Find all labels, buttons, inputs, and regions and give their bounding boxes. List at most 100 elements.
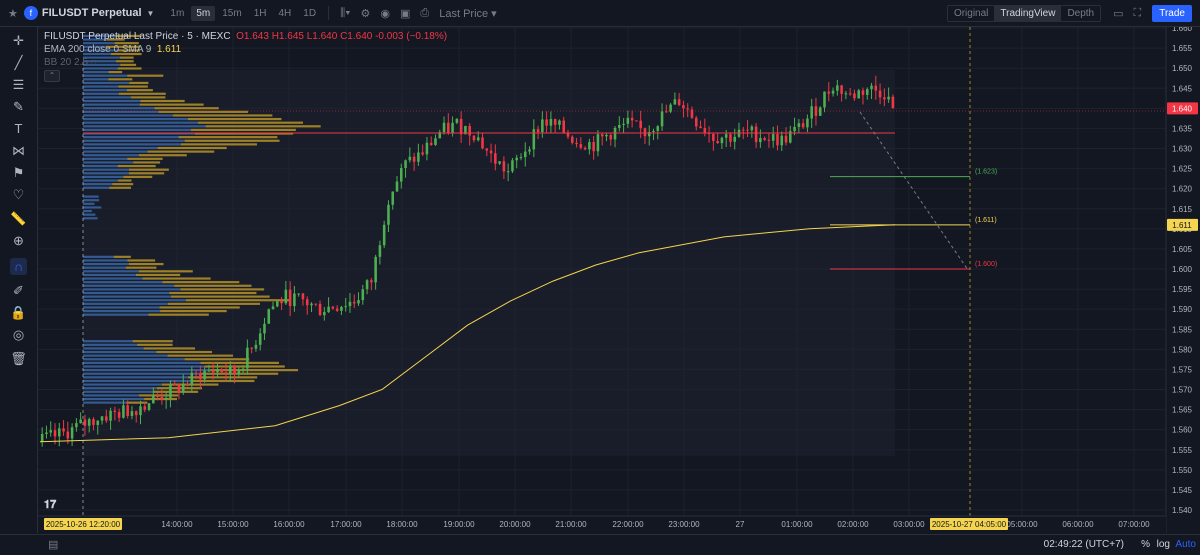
candle-body <box>186 384 189 386</box>
price-tick-label: 1.595 <box>1172 285 1193 294</box>
zoom-icon[interactable]: ⊕ <box>13 233 24 248</box>
tf-5m[interactable]: 5m <box>191 5 216 21</box>
collapse-legend-button[interactable]: ⌃ <box>44 70 60 82</box>
heart-icon[interactable]: ♡ <box>12 187 25 202</box>
ruler-icon[interactable]: 📏 <box>10 211 27 226</box>
horizontal-lines-icon[interactable]: ☰ <box>12 77 25 92</box>
candle-body <box>652 130 655 132</box>
candle-body <box>233 365 236 375</box>
legend-ema-label[interactable]: EMA 200 close 0 SMA 9 <box>44 44 152 55</box>
vp-bar-up <box>83 354 168 357</box>
vp-bar-down <box>127 259 156 262</box>
candle-body <box>382 224 386 246</box>
candle-body <box>408 156 412 161</box>
candle-body <box>100 416 104 421</box>
candle-body <box>733 136 737 142</box>
clock-readout[interactable]: 02:49:22 (UTC+7) <box>1043 539 1124 550</box>
snapshot-icon[interactable]: ⎙ <box>420 6 430 19</box>
fullscreen-icon[interactable]: ⛶ <box>1133 6 1142 19</box>
candle-body <box>570 136 574 143</box>
vp-bar-down <box>187 117 282 121</box>
auto-scale-toggle[interactable]: Auto <box>1175 539 1196 550</box>
price-tick-label: 1.545 <box>1172 486 1193 495</box>
text-tool-icon[interactable]: T <box>14 121 23 136</box>
candle-body <box>613 127 617 140</box>
vp-bar-up <box>83 117 188 121</box>
brush-icon[interactable]: ✎ <box>13 99 24 114</box>
candle-body <box>130 411 134 416</box>
vp-bar-up <box>83 99 141 103</box>
vp-bar-up <box>83 92 119 95</box>
vp-bar-down <box>204 365 285 368</box>
percent-toggle[interactable]: % <box>1141 539 1150 550</box>
crosshair-icon[interactable]: ✛ <box>13 33 24 48</box>
candle-body <box>216 368 219 373</box>
time-tick-label: 27 <box>736 520 745 529</box>
trash-icon[interactable]: 🗑 <box>10 351 27 366</box>
candle-body <box>553 119 557 125</box>
vp-bar-down <box>210 369 299 372</box>
trendline-icon[interactable]: ╱ <box>14 55 23 70</box>
candle-body <box>288 289 292 307</box>
candle-body <box>848 93 852 95</box>
vp-bar-up <box>83 281 163 284</box>
candle-body <box>741 129 745 131</box>
tf-1m[interactable]: 1m <box>170 7 185 19</box>
indicators-icon[interactable]: ⚙ <box>360 7 371 20</box>
magnet-icon[interactable]: ∩ <box>0 258 37 275</box>
layout-icon[interactable]: ▣ <box>400 7 411 20</box>
window-icon[interactable]: ▭ <box>1113 7 1124 20</box>
target-path <box>859 111 969 271</box>
hidden-eye-icon[interactable]: ◌ <box>90 57 97 68</box>
view-original[interactable]: Original <box>953 7 989 19</box>
trade-button[interactable]: Trade <box>1152 4 1192 22</box>
symbol-name[interactable]: FILUSDT Perpetual <box>41 7 142 19</box>
tf-15m[interactable]: 15m <box>222 7 242 19</box>
candle-type-icon[interactable]: ⫼▾ <box>340 6 351 19</box>
tf-4h[interactable]: 4H <box>278 7 292 19</box>
price-source-select[interactable]: Last Price ▾ <box>439 7 497 20</box>
legend-bb-label[interactable]: BB 20 2.5 <box>44 57 88 68</box>
pattern-icon[interactable]: ⋈ <box>12 143 25 158</box>
candle-body <box>489 150 493 154</box>
candle-body <box>712 133 715 142</box>
vp-bar-down <box>123 175 153 179</box>
view-tradingview[interactable]: TradingView <box>994 5 1062 21</box>
candle-body <box>558 120 561 125</box>
candle-body <box>583 147 587 150</box>
candle-body <box>494 153 497 164</box>
log-toggle[interactable]: log <box>1156 539 1170 550</box>
candle-body <box>323 312 326 316</box>
candle-body <box>399 168 403 182</box>
lock-drawings-icon[interactable]: ✐ <box>13 283 24 298</box>
vp-bar-up <box>83 379 192 383</box>
favorite-star-icon[interactable]: ★ <box>8 7 18 20</box>
vp-bar-up <box>83 85 119 88</box>
price-tick-label: 1.655 <box>1172 44 1193 53</box>
candle-body <box>656 126 660 131</box>
price-tick-label: 1.615 <box>1172 205 1193 214</box>
candle-body <box>335 308 339 311</box>
vp-bar-down <box>139 103 204 106</box>
price-tick-label: 1.600 <box>1172 265 1193 274</box>
candle-body <box>541 119 544 133</box>
view-depth[interactable]: Depth <box>1067 7 1095 19</box>
vp-bar-up <box>83 394 140 397</box>
camera-icon[interactable]: ◉ <box>380 7 390 20</box>
time-axis: 14:00:00 15:00:00 16:00:00 17:00:00 18:00:00… <box>38 499 1166 533</box>
tf-1h[interactable]: 1H <box>253 7 267 19</box>
vp-bar-down <box>115 34 142 38</box>
tf-1d[interactable]: 1D <box>303 7 317 19</box>
date-range-icon[interactable]: ▤ <box>48 539 59 551</box>
time-tick-label: 01:00:00 <box>781 520 813 529</box>
forecast-icon[interactable]: ⚑ <box>12 165 25 180</box>
cursor-time-right: 2025-10-27 04:05:00 <box>932 520 1007 529</box>
symbol-dropdown-icon[interactable]: ▼ <box>146 8 155 18</box>
vp-bar-down <box>170 295 270 298</box>
view-switcher: Original TradingView Depth <box>946 4 1102 22</box>
candle-body <box>83 419 87 426</box>
eye-icon[interactable]: ◎ <box>12 327 25 342</box>
lock-icon[interactable]: 🔒 <box>10 305 27 320</box>
vp-bar-down <box>162 281 240 284</box>
